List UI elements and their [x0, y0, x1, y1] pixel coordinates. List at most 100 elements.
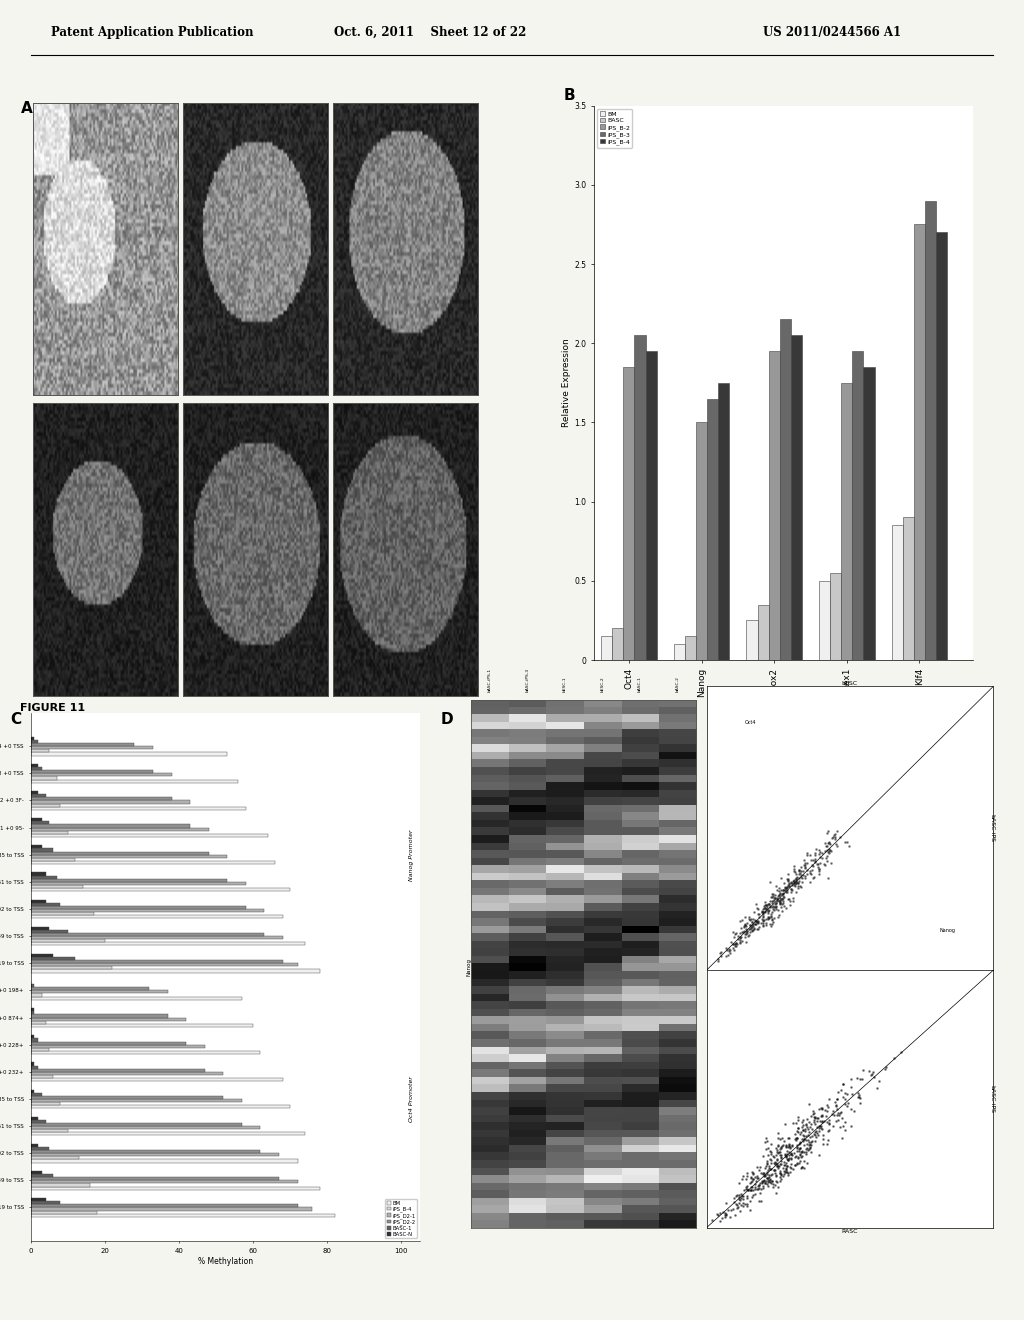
Point [775, 895, 792, 916]
Point [777, 1158, 794, 1179]
Point [761, 908, 777, 929]
Point [806, 1102, 822, 1123]
Point [765, 895, 781, 916]
Point [800, 1139, 816, 1160]
Point [777, 1114, 794, 1135]
Point [819, 820, 836, 841]
Point [818, 850, 835, 871]
Point [757, 898, 773, 919]
Point [783, 1158, 800, 1179]
Bar [31, 1069, 205, 1072]
Bar [31, 1213, 335, 1217]
Point [796, 865, 812, 886]
Point [751, 916, 767, 937]
Point [852, 1093, 868, 1114]
Point [815, 1133, 831, 1154]
Point [787, 1127, 804, 1148]
Point [743, 920, 760, 941]
Point [742, 916, 759, 937]
Point [760, 1170, 776, 1191]
Point [749, 1156, 765, 1177]
Point [744, 920, 761, 941]
Point [788, 1146, 805, 1167]
Point [829, 1102, 846, 1123]
Point [768, 1138, 784, 1159]
Point [837, 1111, 853, 1133]
Point [737, 1168, 754, 1189]
Point [754, 900, 770, 921]
Point [818, 847, 835, 869]
Point [757, 898, 773, 919]
Bar [31, 1039, 38, 1041]
Bar [31, 940, 104, 942]
Point [751, 903, 767, 924]
Bar [31, 997, 242, 999]
Point [769, 1123, 785, 1144]
Point [811, 843, 827, 865]
Point [783, 1147, 800, 1168]
Point [791, 867, 807, 888]
Point [791, 1152, 807, 1173]
Text: A: A [20, 102, 32, 116]
Point [800, 1130, 816, 1151]
Point [855, 1060, 871, 1081]
Point [746, 917, 763, 939]
Point [743, 1176, 760, 1197]
Point [737, 906, 754, 927]
Point [773, 1168, 790, 1189]
Point [799, 1152, 815, 1173]
Bar [31, 994, 42, 997]
Point [792, 1133, 808, 1154]
Point [794, 1117, 810, 1138]
Point [799, 1109, 815, 1130]
Point [814, 1104, 830, 1125]
Bar [925, 201, 936, 660]
Point [795, 1125, 811, 1146]
Bar [31, 851, 209, 854]
Point [770, 888, 786, 909]
Bar [852, 351, 863, 660]
Point [790, 1147, 806, 1168]
Point [798, 1138, 814, 1159]
Point [794, 1158, 810, 1179]
Bar [31, 900, 45, 903]
Point [755, 1175, 771, 1196]
Point [866, 1067, 883, 1088]
Point [793, 876, 809, 898]
Point [776, 1131, 793, 1152]
Point [765, 1144, 781, 1166]
Point [745, 919, 762, 940]
Bar [830, 573, 842, 660]
Point [721, 939, 737, 960]
Point [803, 1114, 819, 1135]
Point [775, 1160, 792, 1181]
Point [854, 1068, 870, 1089]
Point [893, 1041, 909, 1063]
Point [775, 887, 792, 908]
Point [781, 888, 798, 909]
Point [782, 1162, 799, 1183]
Point [850, 1082, 866, 1104]
Bar [31, 1041, 186, 1044]
Point [768, 1183, 784, 1204]
Text: FIGURE 11: FIGURE 11 [20, 702, 86, 713]
Point [771, 891, 787, 912]
Point [749, 894, 765, 915]
Bar [31, 1129, 68, 1133]
Point [812, 1115, 828, 1137]
Bar [31, 770, 153, 774]
Point [758, 899, 774, 920]
Point [769, 1150, 785, 1171]
Bar [31, 1102, 60, 1105]
Bar [892, 525, 903, 660]
Point [795, 1114, 811, 1135]
Point [868, 1077, 885, 1098]
Point [723, 1200, 739, 1221]
Point [779, 882, 796, 903]
Point [837, 1119, 853, 1140]
Point [796, 1129, 812, 1150]
Point [778, 876, 795, 898]
Point [824, 1101, 841, 1122]
Point [818, 836, 835, 857]
Point [828, 1105, 845, 1126]
